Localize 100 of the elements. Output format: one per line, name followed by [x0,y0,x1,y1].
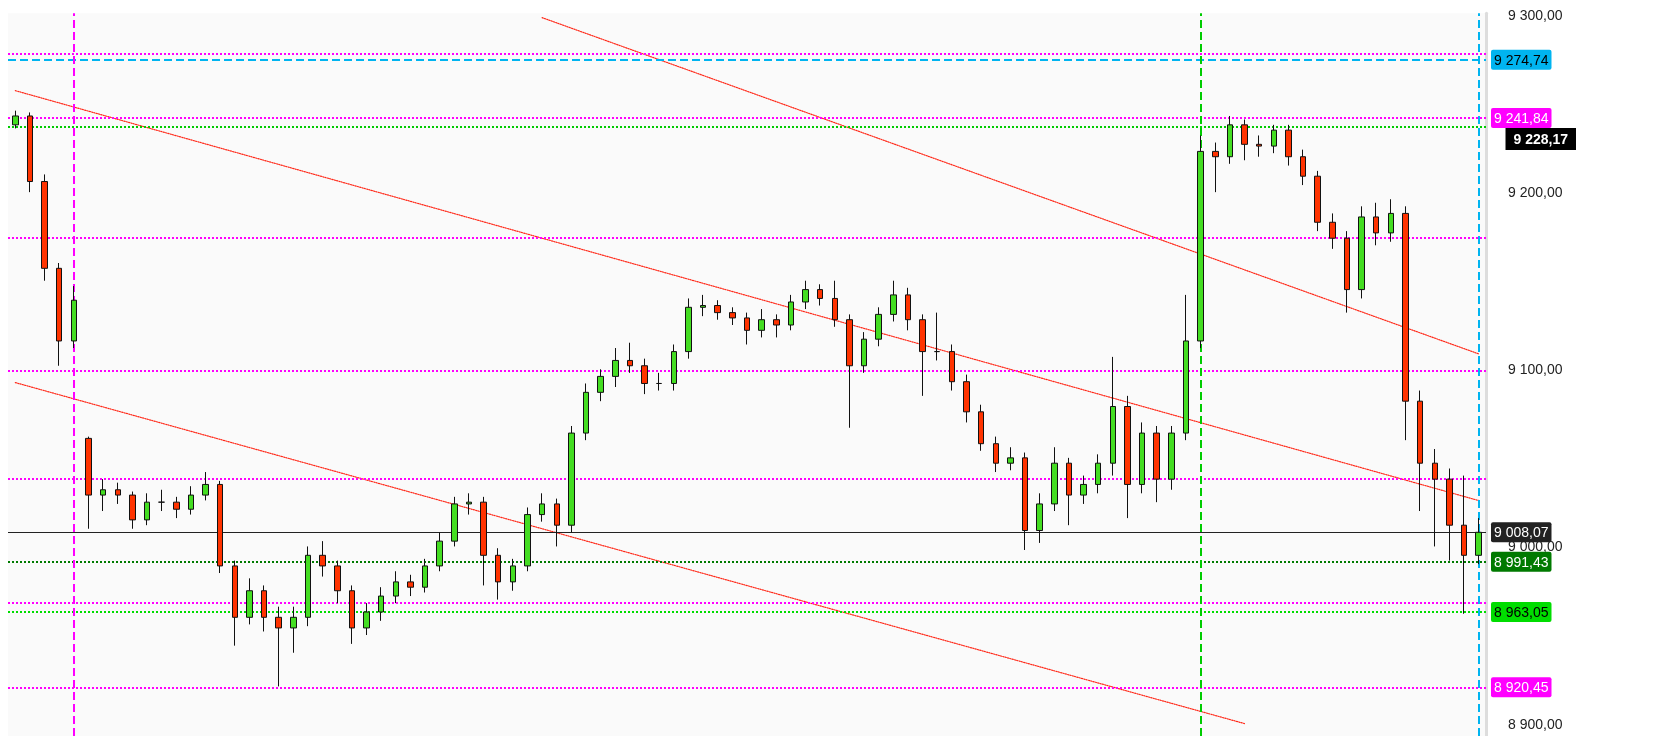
candlestick [158,489,165,512]
candlestick [202,471,209,501]
ref-line-label: 8 991,43 [1494,553,1549,570]
candlestick [1197,134,1204,349]
candlestick [85,436,92,530]
text: 9 228,17 [1513,131,1569,147]
candlestick [41,173,48,282]
candlestick [129,491,136,530]
ref-line-label: 8 920,45 [1494,679,1549,696]
candlestick [905,287,911,331]
candlestick [436,531,443,572]
candlestick [597,368,604,402]
candlestick [1183,294,1189,441]
candlestick [949,344,955,392]
candlestick [71,285,77,349]
candlestick [319,540,326,578]
candlestick [890,280,897,322]
candlestick [1241,119,1248,161]
candlestick [729,306,736,326]
candlestick [788,294,794,331]
candlestick [1022,452,1028,551]
y-tick-label: 9 100,00 [1508,361,1563,378]
candlestick [817,283,823,307]
candlestick [1358,205,1365,299]
candlestick [568,425,575,533]
candlestick [422,558,428,594]
candlestick [1271,124,1277,154]
candlestick [1256,134,1262,158]
candlestick [495,547,501,601]
candlestick [1066,457,1072,526]
candlestick [978,404,984,452]
candlestick [144,492,150,526]
candlestick [1314,170,1321,232]
candlestick [1388,198,1394,243]
candlestick [1300,149,1306,186]
candlestick [846,313,853,429]
candlestick [451,496,458,547]
candlestick [714,299,721,321]
candlestick [115,482,121,505]
candlestick [217,480,223,574]
candlestick [612,347,619,388]
candlestick [27,111,33,193]
candlestick [1007,446,1014,471]
candlestick [993,436,999,473]
candlestick [1461,475,1467,615]
candlestick [1095,453,1101,494]
candlestick [832,280,838,328]
candlestick [1373,202,1379,246]
candlestick [246,577,253,625]
candlestick [802,280,809,310]
candlestick [1110,356,1116,477]
candlestick [861,331,867,374]
candlestick [290,606,297,654]
candlestick [378,586,384,622]
y-tick-label: 8 900,00 [1508,715,1563,732]
candlestick [1402,205,1409,441]
ref-line-label: 9 241,84 [1494,110,1549,127]
candlestick [627,342,633,374]
ref-line-label: 9 274,74 [1494,51,1549,68]
candlestick [12,110,19,129]
candlestick [1080,475,1087,505]
candlestick [685,297,692,360]
candlestick [1446,468,1453,562]
candlestick [1212,142,1219,193]
candlestick [275,606,282,687]
candlestick [305,545,311,627]
candlestick [1124,395,1131,519]
candlestick [773,313,780,338]
candlestick [1051,446,1058,512]
candlestick [963,374,970,423]
candlestick [919,313,926,397]
ref-line-label: 9 008,07 [1494,524,1549,541]
candlestick [1417,390,1423,512]
candlestick [188,485,194,516]
candlestick [1329,212,1336,250]
y-tick-label: 9 200,00 [1508,184,1563,201]
ref-line-label: 8 963,05 [1494,603,1549,620]
candlestick [1432,448,1438,547]
candlestick [1227,115,1233,165]
candlestick [539,492,545,523]
candlestick [656,372,662,392]
candlestick [1153,425,1160,503]
candlestick [334,560,341,604]
candlestick [934,312,940,361]
candlestick [480,496,487,586]
candlestick [758,308,765,338]
candlestick [554,498,560,547]
candlestick [56,262,62,367]
candlestick [363,602,370,636]
candlestick [671,344,677,392]
candlestick [349,584,355,645]
candlestick [466,492,472,516]
candlestick [407,574,414,597]
candlestick [1285,124,1292,167]
candlestick [100,478,106,512]
candlestick [393,570,399,604]
candlestick [1344,230,1350,314]
candlestick [1139,421,1145,494]
candlestick [641,358,648,395]
candlestick [1168,425,1175,491]
